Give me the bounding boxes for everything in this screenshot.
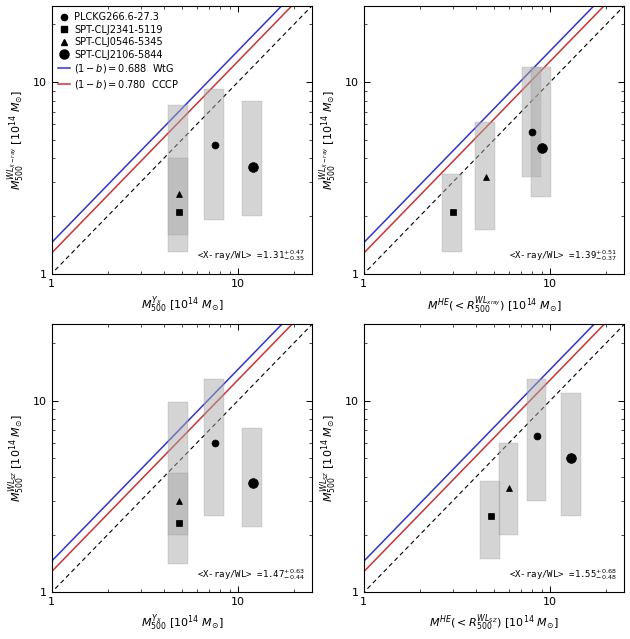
Legend: PLCKG266.6-27.3, SPT-CLJ2341-5119, SPT-CLJ0546-5345, SPT-CLJ2106-5844, $(1-b)=0.: PLCKG266.6-27.3, SPT-CLJ2341-5119, SPT-C… — [57, 10, 181, 93]
X-axis label: $M^{HE}$($<R_{500}^{WL_{xray}}$) $[10^{14}$ $M_{\odot}]$: $M^{HE}$($<R_{500}^{WL_{xray}}$) $[10^{1… — [427, 294, 561, 316]
Y-axis label: $M_{500}^{WL_{X-ray}}$ $[10^{14}$ $M_{\odot}]$: $M_{500}^{WL_{X-ray}}$ $[10^{14}$ $M_{\o… — [6, 89, 27, 190]
Bar — [168, 105, 188, 252]
Y-axis label: $M_{500}^{WL_{X-ray}}$ $[10^{14}$ $M_{\odot}]$: $M_{500}^{WL_{X-ray}}$ $[10^{14}$ $M_{\o… — [318, 89, 340, 190]
Bar — [243, 428, 262, 527]
Bar — [204, 379, 224, 516]
X-axis label: $M^{HE}$($<R_{500}^{WL_{SZ}}$) $[10^{14}$ $M_{\odot}]$: $M^{HE}$($<R_{500}^{WL_{SZ}}$) $[10^{14}… — [429, 613, 559, 633]
Bar — [475, 122, 495, 229]
Text: <X-ray/WL> =1.39$^{+0.51}_{-0.37}$: <X-ray/WL> =1.39$^{+0.51}_{-0.37}$ — [509, 248, 617, 263]
Bar — [531, 66, 551, 197]
Bar — [522, 66, 541, 177]
Bar — [168, 158, 188, 235]
Text: <X-ray/WL> =1.31$^{+0.47}_{-0.35}$: <X-ray/WL> =1.31$^{+0.47}_{-0.35}$ — [197, 248, 304, 263]
Bar — [168, 473, 188, 535]
Bar — [498, 443, 518, 535]
Text: <X-ray/WL> =1.47$^{+0.63}_{-0.44}$: <X-ray/WL> =1.47$^{+0.63}_{-0.44}$ — [197, 567, 304, 581]
X-axis label: $M_{500}^{Y_X}$ $[10^{14}$ $M_{\odot}]$: $M_{500}^{Y_X}$ $[10^{14}$ $M_{\odot}]$ — [140, 294, 223, 315]
Bar — [481, 481, 500, 558]
Y-axis label: $M_{500}^{WL_{SZ}}$ $[10^{14}$ $M_{\odot}]$: $M_{500}^{WL_{SZ}}$ $[10^{14}$ $M_{\odot… — [6, 414, 27, 502]
Bar — [243, 100, 262, 216]
Bar — [204, 89, 224, 220]
Text: <X-ray/WL> =1.55$^{+0.68}_{-0.48}$: <X-ray/WL> =1.55$^{+0.68}_{-0.48}$ — [509, 567, 617, 581]
Bar — [168, 402, 188, 564]
Y-axis label: $M_{500}^{WL_{SZ}}$ $[10^{14}$ $M_{\odot}]$: $M_{500}^{WL_{SZ}}$ $[10^{14}$ $M_{\odot… — [319, 414, 340, 502]
Bar — [442, 174, 462, 252]
Bar — [527, 379, 546, 501]
X-axis label: $M_{500}^{Y_X}$ $[10^{14}$ $M_{\odot}]$: $M_{500}^{Y_X}$ $[10^{14}$ $M_{\odot}]$ — [140, 613, 223, 633]
Bar — [561, 392, 581, 516]
